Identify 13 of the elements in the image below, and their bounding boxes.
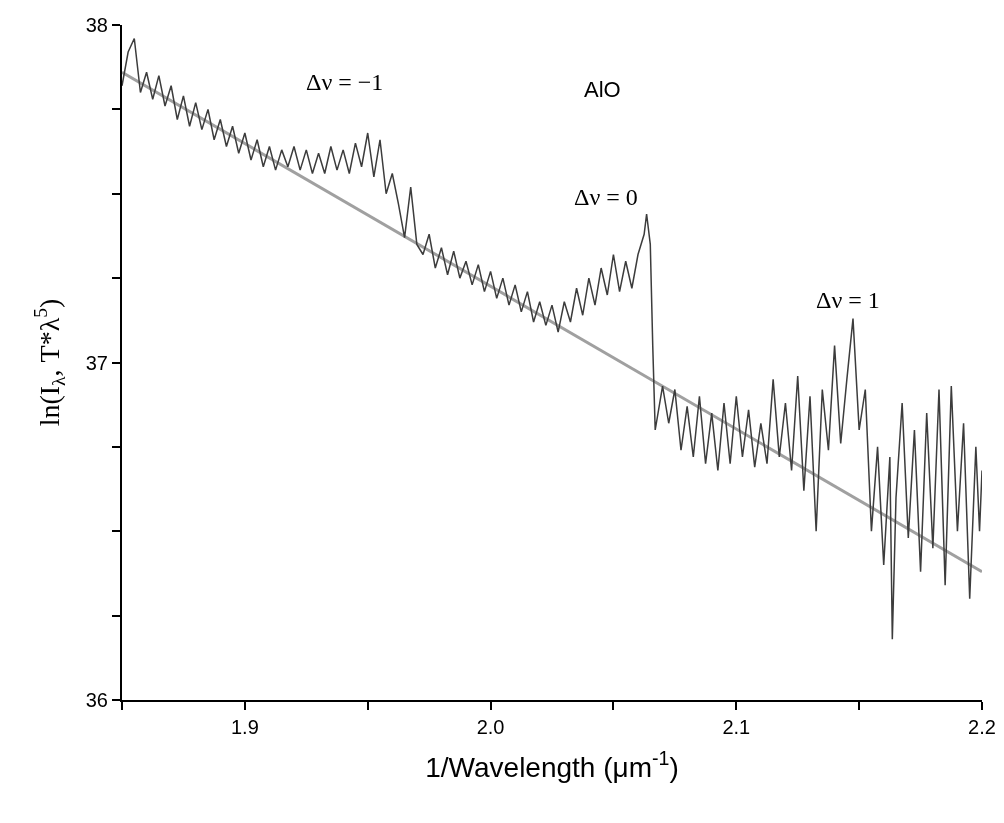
annotation: Δν = 0 [574, 184, 638, 210]
annotation: Δν = −1 [306, 69, 384, 95]
x-tick-label: 2.0 [476, 716, 505, 738]
x-tick-label: 2.1 [722, 716, 751, 738]
annotation: Δν = 1 [816, 287, 880, 313]
annotation: AlO [584, 77, 621, 102]
x-tick-label: 1.9 [230, 716, 259, 738]
x-tick-label: 2.2 [968, 716, 996, 738]
line-series [122, 37, 982, 640]
y-tick-label: 37 [85, 351, 108, 374]
y-tick-label: 38 [85, 14, 108, 36]
x-axis-title: 1/Wavelength (μm$^{-1}$) [425, 746, 679, 783]
y-tick-label: 36 [85, 689, 108, 711]
